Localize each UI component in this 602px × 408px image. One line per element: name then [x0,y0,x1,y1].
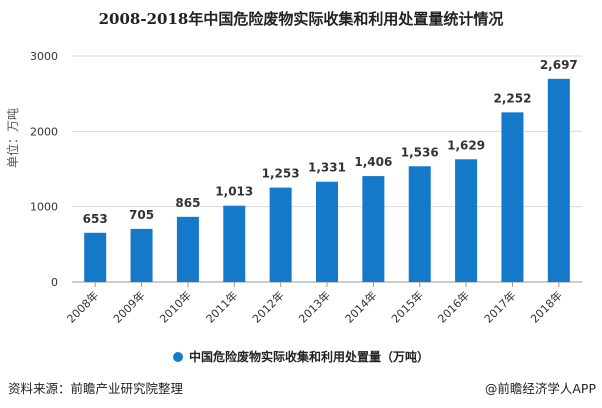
x-tick-label: 2008年 [64,288,101,325]
x-tick-label: 2011年 [203,288,240,325]
data-label: 653 [83,212,108,226]
data-label: 705 [129,208,154,222]
data-label: 1,331 [308,161,346,175]
data-label: 1,536 [401,145,439,159]
bar [501,112,524,282]
legend: 中国危险废物实际收集和利用处置量（万吨） [0,348,602,365]
legend-label: 中国危险废物实际收集和利用处置量（万吨） [188,350,429,364]
bar [130,228,153,282]
x-tick-label: 2012年 [249,288,286,325]
x-tick-label: 2015年 [388,288,425,325]
source-note: 资料来源：前瞻产业研究院整理 [8,381,184,396]
data-label: 1,013 [215,185,253,199]
x-tick-label: 2013年 [296,288,333,325]
data-label: 1,629 [447,138,485,152]
bar [362,176,385,282]
bar [269,187,292,282]
y-tick-label: 3000 [30,50,58,63]
y-tick-label: 2000 [30,125,58,138]
bar [455,159,478,282]
data-label: 865 [175,196,200,210]
x-tick-label: 2010年 [157,288,194,325]
bar [316,181,338,282]
bar [176,216,199,282]
bar [408,166,431,282]
y-tick-label: 1000 [30,201,58,214]
y-tick-label: 0 [51,276,58,289]
credit-note: @前瞻经济学人APP [484,381,596,396]
x-tick-label: 2014年 [342,288,379,325]
bar [84,232,107,282]
data-label: 2,697 [540,58,578,72]
bar [223,205,246,282]
x-tick-label: 2016年 [435,288,472,325]
data-label: 2,252 [493,91,531,105]
x-tick-label: 2017年 [481,288,518,325]
legend-marker [172,352,183,362]
bar [547,78,570,283]
chart-title: 2008-2018年中国危险废物实际收集和利用处置量统计情况 [98,10,504,28]
data-label: 1,253 [262,167,300,181]
x-tick-label: 2018年 [527,288,564,325]
x-tick-label: 2009年 [110,288,147,325]
data-label: 1,406 [354,155,392,169]
